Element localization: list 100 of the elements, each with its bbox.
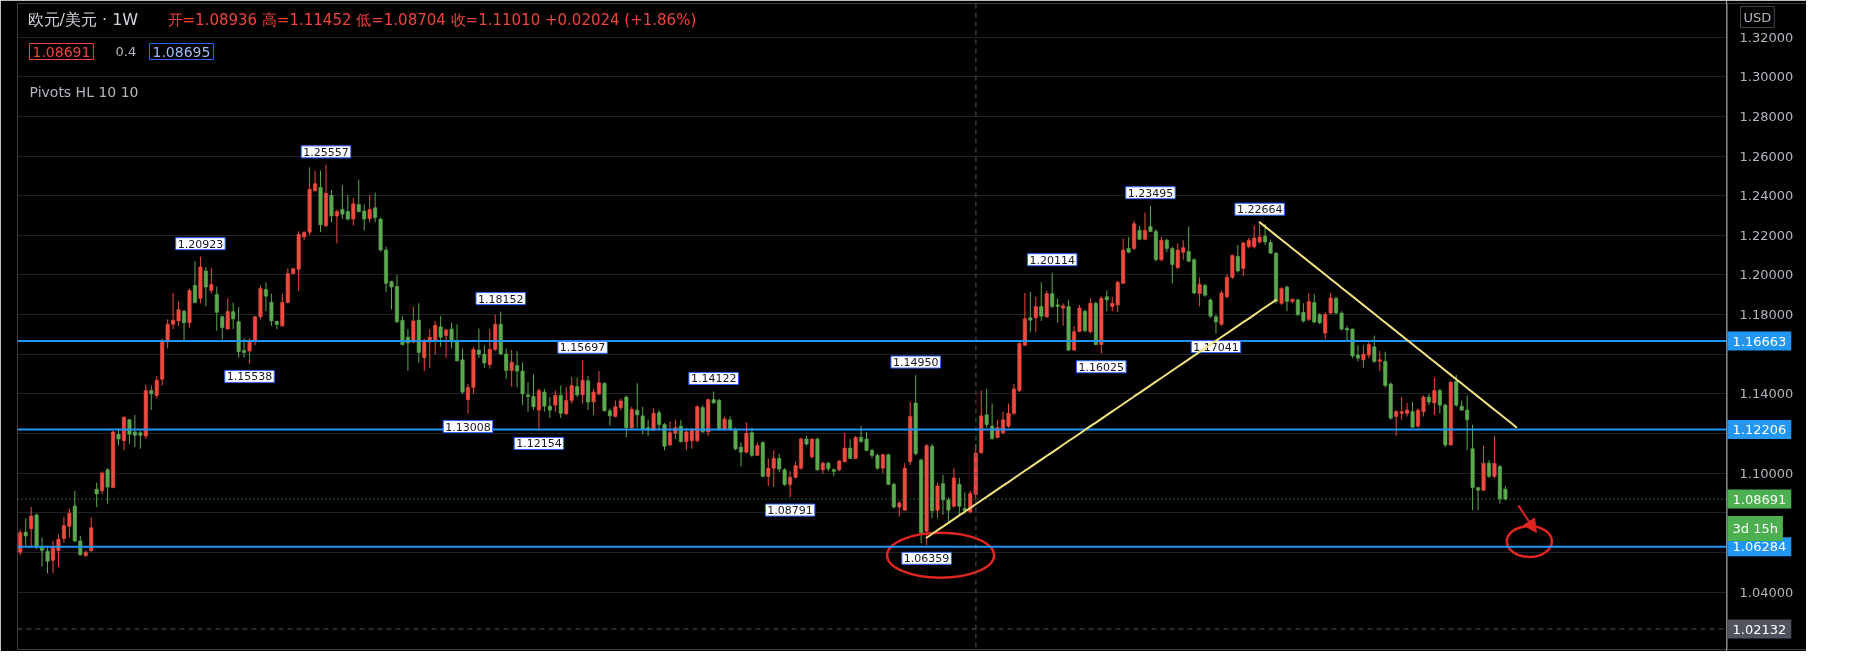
text: USD (1743, 9, 1772, 25)
annotation: 1.14122 (690, 372, 737, 386)
candlestick (329, 189, 334, 223)
candlestick (23, 517, 28, 547)
candlestick (1306, 292, 1311, 322)
candlestick (225, 297, 230, 331)
candlestick (962, 491, 967, 515)
candlestick (749, 427, 754, 458)
candlestick (444, 327, 449, 359)
annotation: 1.16025 (1078, 360, 1125, 374)
annotation: 1.14950 (892, 356, 939, 370)
candlestick (553, 390, 558, 413)
candlestick (1377, 350, 1382, 372)
candlestick (1159, 236, 1164, 262)
candlestick (635, 382, 640, 429)
candlestick (367, 194, 372, 223)
annotation: 1.20114 (1029, 253, 1075, 267)
y-tick-label: 1.28000 (1739, 108, 1794, 124)
candlestick (1284, 284, 1289, 312)
candlestick (586, 375, 591, 411)
candlestick (1033, 296, 1038, 333)
candlestick (1061, 302, 1066, 327)
candlestick (334, 208, 339, 244)
candlestick (274, 320, 279, 330)
candlestick (1197, 276, 1202, 307)
candlestick (154, 375, 159, 400)
ref-line-label: 1.02132 (1732, 621, 1787, 637)
candlestick (777, 453, 782, 473)
candlestick (1028, 291, 1033, 333)
y-tick-label: 1.30000 (1739, 69, 1794, 85)
candlestick (575, 377, 580, 398)
annotation: 1.06359 (903, 552, 950, 566)
candlestick (100, 470, 105, 495)
annotation: Pivots HL 10 10 (29, 83, 139, 100)
candlestick (192, 260, 197, 304)
annotation: 开=1.08936 高=1.11452 低=1.08704 收=1.11010 +0.02024 (+1.86%) (167, 10, 697, 29)
ref-line-label: 1.16663 (1732, 333, 1787, 349)
y-tick-label: 1.04000 (1739, 584, 1794, 600)
candlestick (94, 482, 99, 508)
annotation: 1.08791 (767, 504, 813, 518)
candlestick (1410, 401, 1415, 429)
y-tick-label: 1.20000 (1739, 267, 1794, 283)
candlestick (214, 285, 219, 332)
candlestick (121, 415, 126, 451)
annotation: 1.15697 (559, 341, 606, 355)
y-tick-label: 1.32000 (1739, 29, 1794, 45)
candlestick (509, 349, 514, 388)
candlestick (449, 322, 454, 349)
y-tick-label: 1.14000 (1739, 386, 1794, 402)
candlestick (1235, 244, 1240, 274)
candlestick (580, 359, 585, 405)
annotation: 1.12154 (516, 437, 562, 451)
ref-line-label: 1.06284 (1732, 539, 1787, 555)
line-series (1258, 221, 1518, 429)
candlestick (1104, 289, 1109, 312)
candlestick (351, 197, 356, 227)
annotation: 0.4 (115, 43, 137, 59)
candlestick (411, 305, 416, 345)
candlestick (536, 388, 541, 431)
y-tick-label: 1.10000 (1739, 465, 1794, 481)
candlestick (1454, 374, 1459, 408)
candlestick (744, 421, 749, 455)
ref-line-label: 1.08691 (1732, 491, 1787, 507)
candlestick (542, 388, 547, 413)
candlestick (547, 396, 552, 419)
chart-title: 欧元/美元 · 1W (27, 9, 139, 29)
candlestick (1328, 292, 1333, 316)
candlestick (89, 517, 94, 553)
candlestick (269, 293, 274, 327)
candlestick (29, 506, 34, 548)
candlestick (149, 385, 154, 411)
candlestick (231, 302, 236, 330)
candlestick (1143, 212, 1147, 241)
y-tick-label: 1.24000 (1739, 188, 1794, 204)
annotation: 1.25557 (303, 145, 349, 159)
candlestick (984, 388, 989, 429)
annotation: 1.08691 (32, 43, 91, 60)
candlestick (1492, 435, 1497, 479)
annotation: 1.15538 (226, 370, 273, 384)
candlestick (203, 266, 208, 307)
candlestick (558, 385, 563, 419)
annotation: 1.18152 (477, 292, 524, 306)
candlestick (18, 529, 23, 557)
candlestick (263, 281, 268, 312)
candlestick (957, 477, 962, 516)
candlestick (1082, 309, 1087, 333)
ref-line-label: 1.12206 (1732, 421, 1787, 437)
candlestick (182, 309, 187, 341)
candlestick (1039, 281, 1044, 322)
candlestick (209, 267, 214, 295)
annotation: 1.20923 (177, 237, 224, 251)
y-tick-label: 1.26000 (1739, 148, 1794, 164)
candlestick (1372, 335, 1377, 364)
annotation: 1.13008 (445, 420, 491, 434)
annotation: 1.22664 (1236, 203, 1283, 217)
candlestick (105, 467, 110, 505)
candlestick (45, 546, 50, 574)
y-tick-label: 1.22000 (1739, 227, 1794, 243)
candlestick (438, 315, 443, 348)
y-tick-label: 1.18000 (1739, 307, 1794, 323)
